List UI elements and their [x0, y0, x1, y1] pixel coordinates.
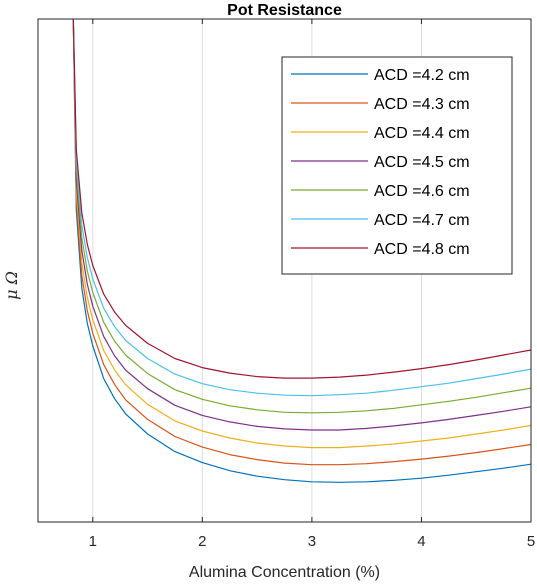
x-axis-ticks: 1 2 3 4 5 [89, 19, 535, 550]
series-line-2 [72, 19, 531, 466]
series-line-6 [72, 19, 531, 397]
x-tick-label: 3 [308, 533, 316, 550]
y-axis-title: μ Ω [2, 271, 21, 300]
legend-label: ACD =4.6 cm [374, 183, 470, 200]
legend-label: ACD =4.4 cm [374, 125, 470, 142]
legend-label: ACD =4.8 cm [374, 241, 470, 258]
x-axis-title: Alumina Concentration (%) [189, 564, 380, 581]
series-line-1 [72, 19, 531, 483]
x-tick-label: 1 [89, 533, 97, 550]
series-line-7 [72, 19, 531, 379]
series-line-4 [72, 19, 531, 431]
series-line-3 [72, 19, 531, 449]
legend-label: ACD =4.2 cm [374, 67, 470, 84]
legend-label: ACD =4.3 cm [374, 96, 470, 113]
x-tick-label: 5 [527, 533, 535, 550]
series-line-5 [72, 19, 531, 414]
legend-label: ACD =4.5 cm [374, 154, 470, 171]
legend-label: ACD =4.7 cm [374, 212, 470, 229]
x-tick-label: 4 [417, 533, 425, 550]
series-lines [72, 19, 531, 483]
legend: ACD =4.2 cm ACD =4.3 cm ACD =4.4 cm ACD =4.… [281, 56, 513, 275]
x-tick-label: 2 [198, 533, 206, 550]
plot-area-frame [37, 18, 532, 523]
legend-box [281, 56, 513, 275]
chart-title: Pot Resistance [227, 2, 342, 19]
